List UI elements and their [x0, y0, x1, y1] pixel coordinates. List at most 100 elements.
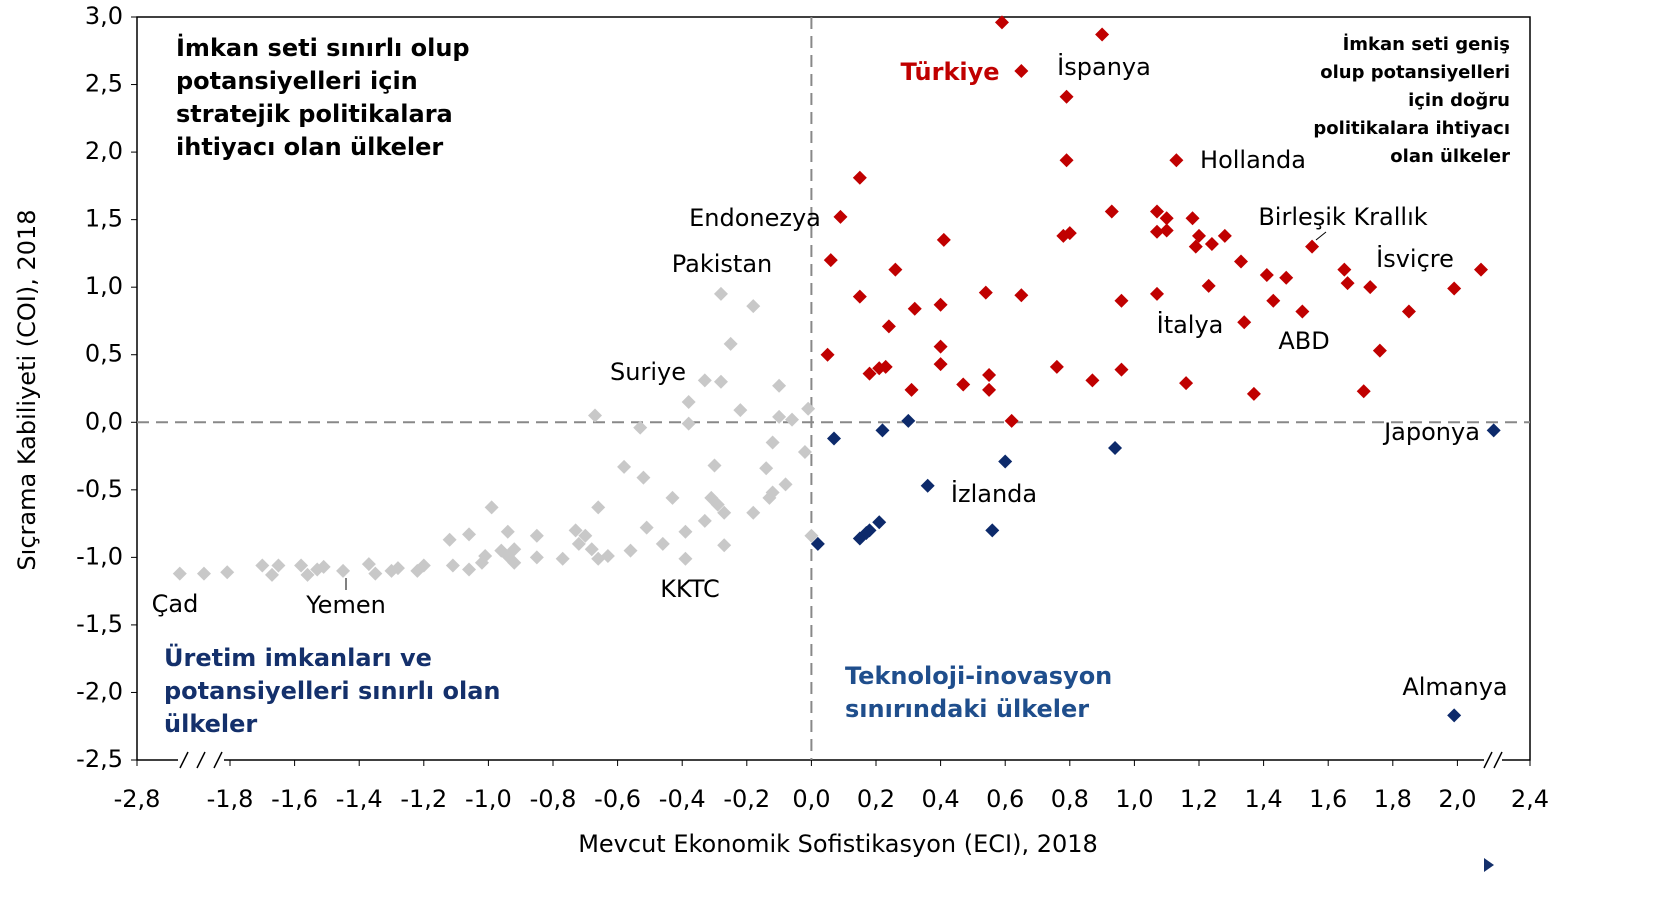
point [801, 401, 816, 416]
point [529, 550, 544, 565]
point [985, 523, 1000, 538]
point [1201, 278, 1216, 293]
point [1150, 286, 1165, 301]
point [500, 524, 515, 539]
point [1337, 262, 1352, 277]
point [655, 536, 670, 551]
y-tick-label: 3,0 [85, 2, 123, 30]
point [717, 505, 732, 520]
point [904, 382, 919, 397]
point [196, 566, 211, 581]
point [1059, 153, 1074, 168]
quadrant-label: ihtiyacı olan ülkeler [176, 133, 443, 161]
quadrant-label: olan ülkeler [1390, 146, 1510, 167]
point [220, 565, 235, 580]
point [733, 403, 748, 418]
point [555, 551, 570, 566]
point [907, 301, 922, 316]
annotation: Endonezya [689, 204, 821, 232]
annotation: Birleşik Krallık [1258, 203, 1427, 231]
point [785, 412, 800, 427]
x-tick-label: -1,4 [336, 785, 383, 813]
y-tick-label: 1,0 [85, 272, 123, 300]
point [300, 567, 315, 582]
annotation: Japonya [1382, 418, 1480, 446]
y-tick-label: 2,0 [85, 137, 123, 165]
quadrant-label: sınırındaki ülkeler [845, 695, 1089, 723]
annotation: Çad [152, 590, 199, 618]
annotation: ABD [1278, 327, 1329, 355]
point [665, 490, 680, 505]
quadrant-label: Teknoloji-inovasyon [845, 662, 1112, 690]
point [681, 395, 696, 410]
x-tick-label: 0,0 [792, 785, 830, 813]
point [1246, 386, 1261, 401]
point [1295, 304, 1310, 319]
annotation: Suriye [610, 358, 686, 386]
point [1108, 440, 1123, 455]
point [633, 420, 648, 435]
point [617, 459, 632, 474]
x-tick-label: 0,6 [986, 785, 1024, 813]
point [862, 366, 877, 381]
point [1363, 280, 1378, 295]
point [697, 373, 712, 388]
annotation: İzlanda [951, 479, 1037, 508]
quadrant-label: stratejik politikalara [176, 100, 453, 128]
point [1233, 254, 1248, 269]
x-tick-label: 1,0 [1115, 785, 1153, 813]
point [462, 527, 477, 542]
point [872, 361, 887, 376]
quadrant-label: potansiyelleri için [176, 67, 418, 95]
point [1372, 343, 1387, 358]
y-tick-label: 0,5 [85, 340, 123, 368]
point [852, 531, 867, 546]
point [1340, 276, 1355, 291]
point [888, 262, 903, 277]
point [1150, 204, 1165, 219]
point [587, 408, 602, 423]
x-tick-label: 1,2 [1180, 785, 1218, 813]
axis-breaks [178, 751, 1503, 769]
point [1401, 304, 1416, 319]
x-tick-label: 0,2 [857, 785, 895, 813]
annotation: Hollanda [1200, 146, 1306, 174]
point [368, 566, 383, 581]
point [484, 500, 499, 515]
annotation: İtalya [1157, 310, 1224, 339]
point [474, 555, 489, 570]
annotation: Pakistan [672, 250, 773, 278]
point [361, 557, 376, 572]
x-tick-label: 0,4 [922, 785, 960, 813]
point [1188, 239, 1203, 254]
point [881, 319, 896, 334]
annotation: Yemen [305, 591, 386, 619]
point [529, 528, 544, 543]
point [1004, 413, 1019, 428]
quadrant-label: olup potansiyelleri [1320, 62, 1510, 83]
point [936, 232, 951, 247]
quadrant-label: Üretim imkanları ve [164, 642, 432, 672]
x-tick-label: -0,4 [659, 785, 706, 813]
point [1169, 153, 1184, 168]
point [723, 336, 738, 351]
point [507, 555, 522, 570]
point [827, 431, 842, 446]
x-tick-label: 0,8 [1051, 785, 1089, 813]
point [1185, 211, 1200, 226]
quadrant-label: İmkan seti geniş [1343, 33, 1510, 55]
x-tick-label: -1,2 [400, 785, 447, 813]
point [765, 435, 780, 450]
point [1114, 293, 1129, 308]
point [255, 558, 270, 573]
x-tick-label: -1,0 [465, 785, 512, 813]
x-axis-label: Mevcut Ekonomik Sofistikasyon (ECI), 201… [578, 830, 1098, 858]
point [639, 520, 654, 535]
point [1014, 288, 1029, 303]
x-tick-label: -0,8 [530, 785, 577, 813]
point [982, 367, 997, 382]
quadrant-label: potansiyelleri sınırlı olan [164, 677, 500, 705]
point [1059, 89, 1074, 104]
point [920, 478, 935, 493]
